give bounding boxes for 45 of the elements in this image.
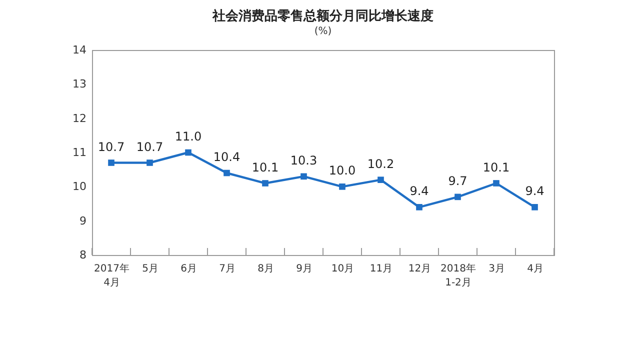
point bbox=[185, 149, 192, 156]
x-tick-label: 4月 bbox=[527, 264, 544, 274]
point bbox=[416, 204, 422, 210]
data-label: 9.7 bbox=[448, 174, 468, 188]
data-label: 10.2 bbox=[367, 156, 394, 171]
point bbox=[224, 170, 230, 176]
y-tick-label: 14 bbox=[72, 44, 86, 56]
x-tick-label: 12月 bbox=[408, 264, 432, 274]
data-label: 10.4 bbox=[213, 150, 240, 164]
data-label: 10.3 bbox=[290, 153, 318, 168]
data-label: 10.7 bbox=[136, 140, 164, 154]
x-tick-label: 7月 bbox=[219, 264, 236, 274]
y-tick-label: 11 bbox=[72, 146, 86, 159]
point bbox=[339, 184, 346, 190]
data-label: 11.0 bbox=[174, 130, 202, 144]
x-tick-label: 2017年 4月 bbox=[94, 262, 130, 288]
data-label: 10.1 bbox=[482, 160, 510, 174]
data-label: 10.0 bbox=[328, 164, 356, 178]
y-tick-label: 12 bbox=[72, 112, 86, 125]
x-tick-label: 10月 bbox=[331, 264, 354, 274]
x-tick-label: 9月 bbox=[296, 264, 312, 274]
chart-title: 社会消费品零售总额分月同比增长速度 bbox=[212, 8, 434, 24]
data-label: 10.7 bbox=[98, 140, 125, 154]
point bbox=[378, 176, 384, 183]
y-tick-label: 8 bbox=[80, 248, 86, 262]
y-axis-title: (%) bbox=[314, 26, 332, 37]
y-tick-label: 9 bbox=[80, 214, 86, 228]
data-label: 9.4 bbox=[410, 184, 429, 198]
y-tick-label: 13 bbox=[72, 78, 86, 91]
point bbox=[108, 160, 114, 166]
point bbox=[454, 194, 461, 200]
point bbox=[262, 180, 268, 186]
point bbox=[300, 173, 307, 180]
point bbox=[532, 204, 538, 210]
point bbox=[493, 180, 500, 186]
point bbox=[146, 160, 153, 166]
data-label: 10.1 bbox=[252, 160, 279, 174]
x-tick-label: 8月 bbox=[258, 264, 274, 274]
x-tick-label: 11月 bbox=[370, 264, 393, 274]
x-tick-label: 5月 bbox=[142, 264, 158, 274]
x-tick-label: 3月 bbox=[488, 264, 505, 274]
x-tick-label: 2018年 1-2月 bbox=[440, 262, 476, 288]
data-label: 9.4 bbox=[525, 184, 544, 198]
y-tick-label: 10 bbox=[72, 180, 86, 194]
x-tick-label: 6月 bbox=[180, 264, 197, 274]
